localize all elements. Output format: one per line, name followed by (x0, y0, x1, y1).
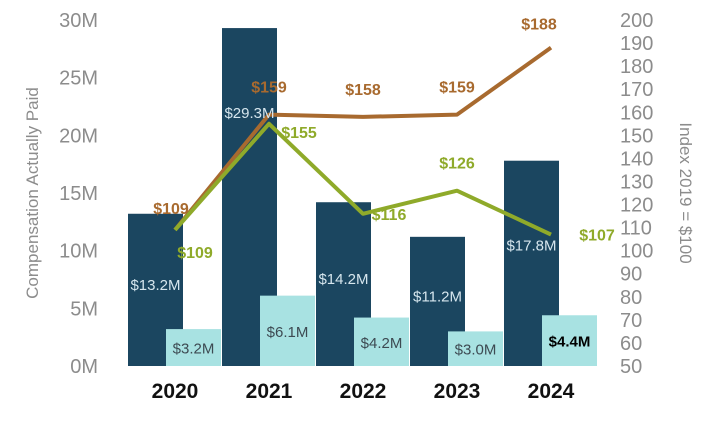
line-data-label: $109 (153, 201, 189, 218)
right-tick-label: 150 (620, 125, 653, 147)
right-tick-label: 110 (620, 218, 652, 240)
line-data-label: $126 (439, 156, 475, 173)
line-data-labels: $109 $159 $158 $159 $188 $109 $155 $116 $126 $107 (153, 17, 615, 262)
line-data-label: $159 (439, 80, 475, 97)
right-tick-label: 120 (620, 195, 653, 217)
line-data-label: $109 (177, 245, 213, 262)
line-data-label: $188 (521, 17, 557, 34)
category-label: 2020 (152, 380, 199, 403)
right-tick-label: 160 (620, 102, 653, 124)
bar-data-label: $17.8M (506, 238, 556, 255)
left-tick-label: 5M (70, 298, 98, 320)
line-series (173, 46, 553, 237)
bar-secondary-comp (260, 295, 315, 366)
category-label: 2022 (340, 380, 387, 403)
bar-secondary-comp (448, 331, 503, 366)
right-tick-label: 50 (620, 356, 642, 378)
right-tick-label: 170 (620, 79, 653, 101)
right-tick-label: 200 (620, 10, 653, 32)
bar-series (128, 28, 597, 366)
left-tick-label: 15M (59, 183, 98, 205)
bar-data-label: $4.2M (361, 335, 403, 352)
right-tick-label: 90 (620, 264, 642, 286)
bar-data-label: $14.2M (318, 271, 368, 288)
bar-data-label: $13.2M (130, 277, 180, 294)
category-label: 2023 (434, 380, 481, 403)
bar-data-label: $6.1M (267, 324, 309, 341)
left-tick-label: 25M (59, 68, 98, 90)
line-data-label: $155 (281, 125, 317, 142)
left-tick-label: 10M (59, 241, 98, 263)
right-tick-label: 60 (620, 333, 642, 355)
left-axis-title: Compensation Actually Paid (23, 87, 42, 299)
bar-data-label: $11.2M (413, 288, 462, 305)
bar-secondary-comp (354, 317, 409, 366)
right-tick-label: 190 (620, 33, 653, 55)
bar-secondary-comp (542, 315, 597, 366)
line-data-label: $158 (345, 82, 381, 99)
line-data-label: $159 (251, 80, 287, 97)
bar-data-label: $29.3M (224, 105, 274, 122)
left-tick-label: 20M (59, 125, 98, 147)
line-data-label: $116 (372, 207, 407, 224)
right-tick-label: 130 (620, 171, 653, 193)
left-axis-ticks: 0M 5M 10M 15M 20M 25M 30M (59, 10, 98, 378)
category-label: 2021 (246, 380, 293, 403)
right-tick-label: 180 (620, 56, 653, 78)
bar-data-label: $4.4M (549, 334, 591, 351)
bar-data-labels: $13.2M $29.3M $14.2M $11.2M $17.8M $3.2M $6.1M… (130, 105, 590, 359)
bar-secondary-comp (166, 329, 221, 366)
right-tick-label: 100 (620, 241, 653, 263)
bar-data-label: $3.2M (173, 341, 215, 358)
category-label: 2024 (528, 380, 575, 403)
line-data-label: $107 (579, 228, 615, 245)
left-tick-label: 30M (59, 10, 98, 32)
right-axis-ticks: 5060708090100110120130140150160170180190… (620, 10, 653, 378)
bar-data-label: $3.0M (455, 342, 497, 359)
right-tick-label: 80 (620, 287, 642, 309)
category-labels: 2020 2021 2022 2023 2024 (152, 380, 575, 403)
line-series-green (173, 121, 552, 237)
right-axis-title: Index 2019 = $100 (676, 122, 695, 263)
left-tick-label: 0M (70, 356, 98, 378)
line-series-brown (173, 46, 553, 232)
right-tick-label: 140 (620, 148, 653, 170)
right-tick-label: 70 (620, 310, 642, 332)
